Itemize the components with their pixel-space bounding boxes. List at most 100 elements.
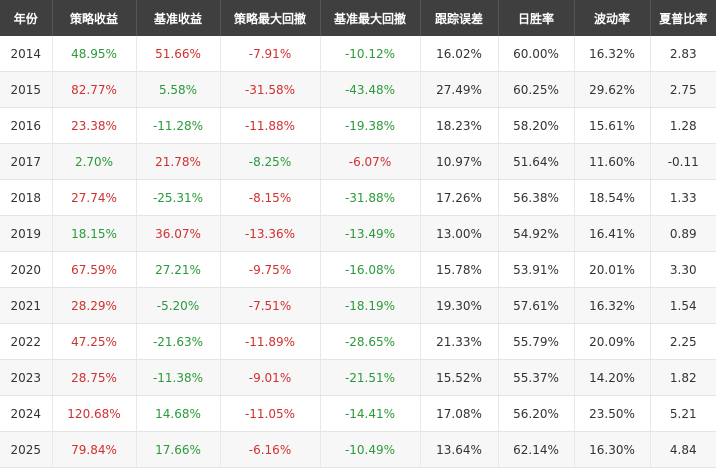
cell-benchmark-max-drawdown: -6.07% [320, 143, 421, 180]
cell-volatility: 16.32% [574, 36, 651, 72]
cell-benchmark-max-drawdown: -28.65% [320, 323, 421, 360]
header-year[interactable]: 年份 [0, 0, 53, 36]
cell-sharpe-ratio: 2.83 [650, 36, 716, 72]
table-row: 2019 18.15% 36.07% -13.36% -13.49% 13.00% 54.9… [0, 215, 716, 252]
header-volatility[interactable]: 波动率 [574, 0, 651, 36]
table-row: 2022 47.25% -21.63% -11.89% -28.65% 21.33% 55.… [0, 323, 716, 360]
cell-benchmark-max-drawdown: -18.19% [320, 287, 421, 324]
cell-daily-win-rate: 60.25% [498, 71, 575, 108]
cell-sharpe-ratio: 5.21 [650, 395, 716, 432]
cell-sharpe-ratio: 4.84 [650, 431, 716, 468]
cell-strategy-return: 28.75% [52, 359, 137, 396]
cell-daily-win-rate: 51.64% [498, 143, 575, 180]
cell-strategy-max-drawdown: -7.91% [220, 36, 321, 72]
table-row: 2025 79.84% 17.66% -6.16% -10.49% 13.64% 62.14… [0, 431, 716, 468]
cell-tracking-error: 17.08% [420, 395, 499, 432]
cell-year: 2018 [0, 179, 53, 216]
cell-volatility: 23.50% [574, 395, 651, 432]
cell-tracking-error: 16.02% [420, 36, 499, 72]
cell-volatility: 16.32% [574, 287, 651, 324]
cell-benchmark-max-drawdown: -13.49% [320, 215, 421, 252]
cell-sharpe-ratio: 1.33 [650, 179, 716, 216]
cell-strategy-max-drawdown: -8.15% [220, 179, 321, 216]
cell-tracking-error: 13.00% [420, 215, 499, 252]
cell-benchmark-return: 17.66% [136, 431, 221, 468]
table-row: 2014 48.95% 51.66% -7.91% -10.12% 16.02% 60.00… [0, 36, 716, 72]
cell-year: 2021 [0, 287, 53, 324]
header-benchmark-max-drawdown[interactable]: 基准最大回撤 [320, 0, 421, 36]
header-daily-win-rate[interactable]: 日胜率 [498, 0, 575, 36]
header-strategy-return[interactable]: 策略收益 [52, 0, 137, 36]
cell-strategy-max-drawdown: -11.89% [220, 323, 321, 360]
cell-tracking-error: 10.97% [420, 143, 499, 180]
cell-strategy-return: 48.95% [52, 36, 137, 72]
cell-benchmark-return: -21.63% [136, 323, 221, 360]
header-sharpe-ratio[interactable]: 夏普比率 [650, 0, 716, 36]
cell-benchmark-max-drawdown: -16.08% [320, 251, 421, 288]
cell-volatility: 16.41% [574, 215, 651, 252]
cell-daily-win-rate: 55.79% [498, 323, 575, 360]
cell-volatility: 20.01% [574, 251, 651, 288]
cell-sharpe-ratio: 3.30 [650, 251, 716, 288]
cell-year: 2014 [0, 36, 53, 72]
cell-benchmark-max-drawdown: -31.88% [320, 179, 421, 216]
cell-tracking-error: 19.30% [420, 287, 499, 324]
cell-strategy-max-drawdown: -31.58% [220, 71, 321, 108]
cell-strategy-max-drawdown: -9.01% [220, 359, 321, 396]
table-row: 2020 67.59% 27.21% -9.75% -16.08% 15.78% 53.91… [0, 251, 716, 288]
cell-benchmark-return: -5.20% [136, 287, 221, 324]
cell-benchmark-return: 14.68% [136, 395, 221, 432]
cell-tracking-error: 15.78% [420, 251, 499, 288]
table-row: 2018 27.74% -25.31% -8.15% -31.88% 17.26% 56.3… [0, 179, 716, 216]
cell-daily-win-rate: 58.20% [498, 107, 575, 144]
cell-daily-win-rate: 53.91% [498, 251, 575, 288]
cell-year: 2022 [0, 323, 53, 360]
cell-benchmark-max-drawdown: -21.51% [320, 359, 421, 396]
cell-strategy-return: 27.74% [52, 179, 137, 216]
cell-tracking-error: 13.64% [420, 431, 499, 468]
cell-strategy-return: 18.15% [52, 215, 137, 252]
cell-year: 2019 [0, 215, 53, 252]
cell-benchmark-return: 21.78% [136, 143, 221, 180]
table-row: 2015 82.77% 5.58% -31.58% -43.48% 27.49% 60.25… [0, 71, 716, 108]
cell-sharpe-ratio: 1.28 [650, 107, 716, 144]
cell-sharpe-ratio: 1.82 [650, 359, 716, 396]
cell-sharpe-ratio: 2.75 [650, 71, 716, 108]
cell-volatility: 29.62% [574, 71, 651, 108]
cell-daily-win-rate: 55.37% [498, 359, 575, 396]
table-row: 2021 28.29% -5.20% -7.51% -18.19% 19.30% 57.61… [0, 287, 716, 324]
table-row: 2017 2.70% 21.78% -8.25% -6.07% 10.97% 51.64% 1… [0, 143, 716, 180]
cell-benchmark-max-drawdown: -19.38% [320, 107, 421, 144]
table-row: 2023 28.75% -11.38% -9.01% -21.51% 15.52% 55.3… [0, 359, 716, 396]
cell-benchmark-return: 51.66% [136, 36, 221, 72]
cell-year: 2025 [0, 431, 53, 468]
cell-strategy-max-drawdown: -8.25% [220, 143, 321, 180]
cell-year: 2015 [0, 71, 53, 108]
cell-daily-win-rate: 56.38% [498, 179, 575, 216]
cell-strategy-return: 120.68% [52, 395, 137, 432]
cell-daily-win-rate: 57.61% [498, 287, 575, 324]
header-tracking-error[interactable]: 跟踪误差 [420, 0, 499, 36]
cell-tracking-error: 27.49% [420, 71, 499, 108]
cell-year: 2016 [0, 107, 53, 144]
cell-daily-win-rate: 62.14% [498, 431, 575, 468]
cell-strategy-max-drawdown: -6.16% [220, 431, 321, 468]
cell-benchmark-return: 27.21% [136, 251, 221, 288]
cell-strategy-max-drawdown: -9.75% [220, 251, 321, 288]
cell-volatility: 14.20% [574, 359, 651, 396]
cell-tracking-error: 15.52% [420, 359, 499, 396]
cell-strategy-max-drawdown: -11.05% [220, 395, 321, 432]
cell-sharpe-ratio: 2.25 [650, 323, 716, 360]
cell-sharpe-ratio: 1.54 [650, 287, 716, 324]
cell-year: 2023 [0, 359, 53, 396]
cell-tracking-error: 17.26% [420, 179, 499, 216]
header-benchmark-return[interactable]: 基准收益 [136, 0, 221, 36]
cell-strategy-max-drawdown: -7.51% [220, 287, 321, 324]
cell-year: 2017 [0, 143, 53, 180]
cell-strategy-return: 23.38% [52, 107, 137, 144]
cell-strategy-return: 2.70% [52, 143, 137, 180]
header-strategy-max-drawdown[interactable]: 策略最大回撤 [220, 0, 321, 36]
cell-volatility: 18.54% [574, 179, 651, 216]
cell-tracking-error: 18.23% [420, 107, 499, 144]
